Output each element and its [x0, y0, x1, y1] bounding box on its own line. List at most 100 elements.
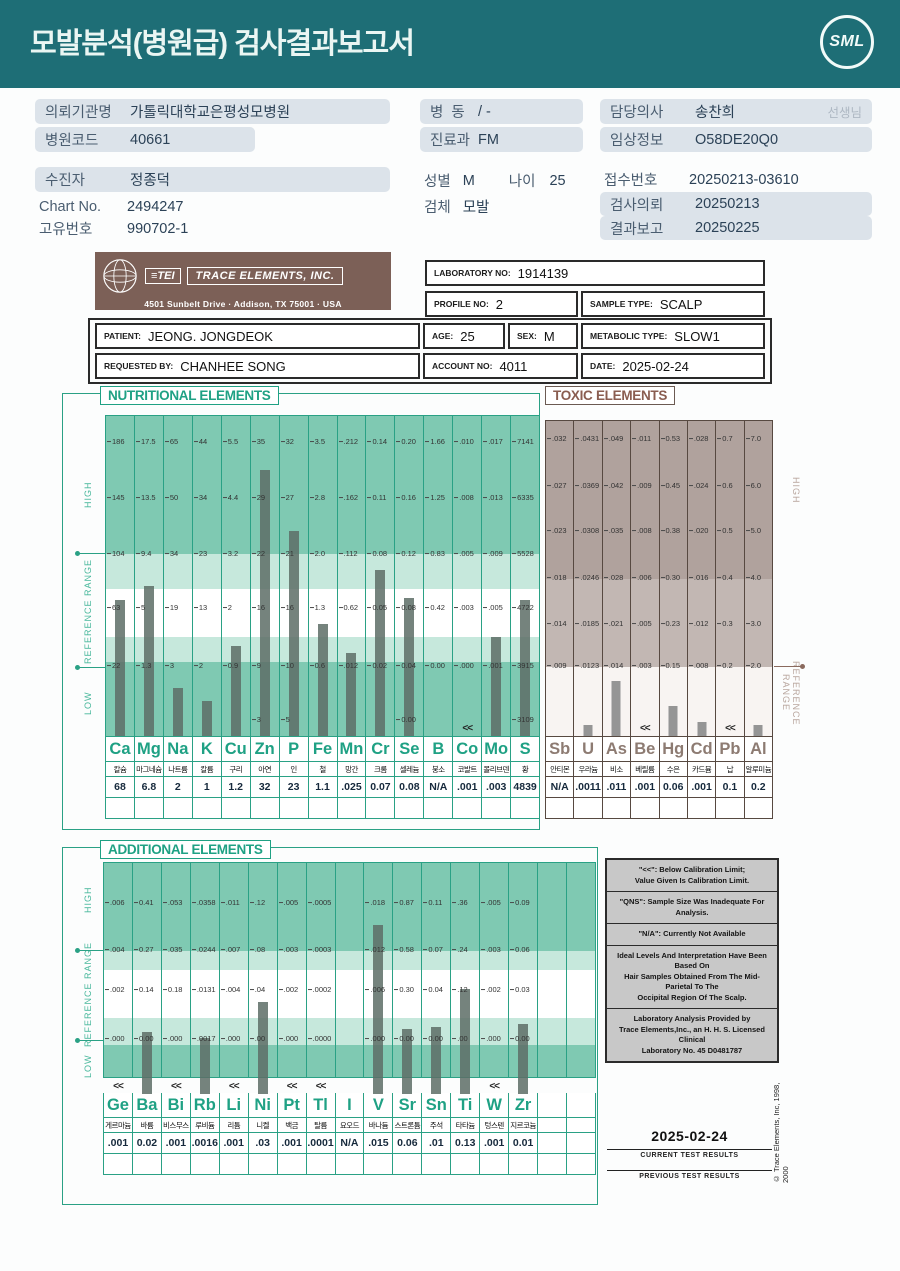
scale-label: .003: [632, 661, 652, 670]
element-value: .001: [278, 1133, 307, 1153]
empty-cell: [688, 798, 717, 818]
field-value: 1914139: [517, 265, 569, 281]
empty-cell: [307, 1154, 336, 1174]
scale-label: 0.53: [661, 434, 681, 443]
field-label: 성별: [424, 174, 451, 190]
element-value: [567, 1133, 595, 1153]
current-results-line: [607, 1149, 772, 1150]
element-value: 0.2: [751, 781, 766, 793]
chart-column: [336, 863, 365, 1077]
chart-column: .005 .003 .002 .000 <<: [278, 863, 307, 1092]
empty-cell: [660, 798, 688, 818]
element-symbol: Li: [220, 1093, 249, 1117]
field-label: 결과보고: [610, 221, 664, 238]
empty-cell: [106, 798, 135, 818]
scale-label: .000: [454, 661, 474, 670]
scale-label: .002: [105, 985, 125, 994]
scale-label: 1.25: [425, 493, 445, 502]
chart-column: .032 .027 .023 .018 .014 .009: [546, 421, 575, 736]
field-label: ACCOUNT NO:: [432, 361, 493, 371]
element-korean: 베릴륨: [631, 762, 660, 776]
scale-label: 3.5: [310, 437, 325, 446]
scale-label: .005: [454, 549, 474, 558]
scale-label: 65: [165, 437, 178, 446]
element-korean: [567, 1118, 595, 1132]
scale-label: 0.7: [717, 434, 732, 443]
element-value: 0.02: [133, 1133, 162, 1153]
scale-label: .004: [221, 985, 241, 994]
scale-label: .0005: [308, 898, 332, 907]
scale-label: 5.5: [223, 437, 238, 446]
empty-cell: [336, 1154, 365, 1174]
element-value: 0.06: [393, 1133, 423, 1153]
company-address: 4501 Sunbelt Drive · Addison, TX 75001 ·…: [144, 299, 342, 309]
field-sample-type: SAMPLE TYPE: SCALP: [581, 291, 765, 317]
element-korean: 비소: [603, 762, 632, 776]
scale-label: 0.5: [717, 526, 732, 535]
field-profile-no: PROFILE NO: 2: [425, 291, 578, 317]
chart-plot: .006.004.002.000 << 0.41 0.27 0.14 0.00.053.0…: [103, 862, 596, 1094]
scale-label: .035: [163, 945, 183, 954]
empty-cell: [480, 1154, 510, 1174]
scale-label: .014: [547, 619, 567, 628]
field-value: 25: [460, 328, 475, 344]
scale-label: 104: [107, 549, 125, 558]
scale-label: 32: [281, 437, 294, 446]
scale-label: .0244: [192, 945, 216, 954]
scale-label: 50: [165, 493, 178, 502]
sml-logo: SML: [820, 15, 874, 69]
scale-label: .021: [604, 619, 624, 628]
chart-column: .017 .013 .009 .005 .001: [482, 416, 512, 736]
scale-label: 0.83: [425, 549, 445, 558]
field-date: DATE: 2025-02-24: [581, 353, 765, 379]
tei-logo-box: ≡TEI TRACE ELEMENTS, INC. 4501 Sunbelt D…: [95, 252, 391, 310]
scale-label: 2: [194, 661, 203, 670]
scale-label: 0.15: [661, 661, 681, 670]
element-korean: 바륨: [133, 1118, 162, 1132]
scale-label: .001: [483, 661, 503, 670]
element-korean: 크롬: [366, 762, 396, 776]
scale-label: 0.6: [717, 481, 732, 490]
field-label: 접수번호: [604, 173, 658, 189]
field-unique-no: 고유번호 990702-1: [35, 216, 398, 241]
scale-label: 4.0: [746, 573, 761, 582]
element-symbol: Sn: [422, 1093, 452, 1117]
scale-label: 17.5: [136, 437, 156, 446]
scale-label: .003: [481, 945, 501, 954]
scale-label: .0017: [192, 1034, 216, 1043]
empty-cell: [393, 1154, 423, 1174]
element-symbol: Mo: [482, 737, 512, 761]
field-label: 고유번호: [39, 222, 93, 238]
legend-notes: "<<": Below Calibration Limit; Value Giv…: [605, 858, 779, 1063]
scale-label: .0308: [575, 526, 599, 535]
element-value: .001: [453, 777, 483, 797]
element-symbol: Zn: [251, 737, 280, 761]
element-symbol: Ni: [249, 1093, 278, 1117]
scale-label: 10: [281, 661, 294, 670]
note-ideal-levels: Ideal Levels And Interpretation Have Bee…: [607, 946, 777, 1009]
empty-cell: [309, 798, 338, 818]
field-label: 검사의뢰: [610, 197, 664, 214]
element-value: 0.06: [660, 777, 688, 797]
table-row: Ge Ba Bi Rb Li Ni Pt Tl I V Sr Sn Ti W Zr: [103, 1093, 596, 1118]
element-symbol: Pt: [278, 1093, 307, 1117]
element-value: 0.08: [395, 777, 425, 797]
empty-cell: [631, 798, 660, 818]
field-value: 40661: [130, 131, 171, 148]
scale-label: .005: [483, 603, 503, 612]
element-symbol: Cu: [222, 737, 251, 761]
scale-label: 3109: [512, 715, 534, 724]
field-value: SLOW1: [674, 328, 720, 344]
field-value: M: [462, 172, 475, 189]
element-symbol: B: [424, 737, 454, 761]
range-marker-line: [75, 665, 105, 670]
field-value: SCALP: [659, 296, 703, 312]
chart-title: TOXIC ELEMENTS: [545, 386, 676, 405]
scale-label: .0246: [575, 573, 599, 582]
scale-label: 0.16: [396, 493, 416, 502]
element-value: N/A: [424, 777, 454, 797]
scale-label: .017: [483, 437, 503, 446]
below-limit-marker: <<: [462, 723, 473, 734]
empty-cell: [509, 1154, 539, 1174]
scale-label: .005: [481, 898, 501, 907]
